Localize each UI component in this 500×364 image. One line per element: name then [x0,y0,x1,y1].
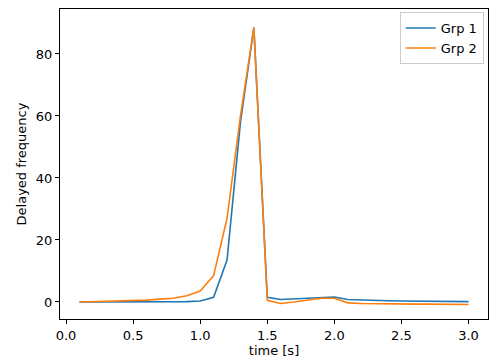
svg-text:80: 80 [36,47,53,62]
svg-text:40: 40 [36,171,53,186]
svg-text:1.5: 1.5 [257,328,278,343]
svg-text:1.0: 1.0 [190,328,211,343]
svg-text:0.0: 0.0 [56,328,77,343]
svg-text:0.5: 0.5 [123,328,144,343]
svg-text:3.0: 3.0 [458,328,479,343]
svg-text:60: 60 [36,109,53,124]
svg-text:0: 0 [44,295,52,310]
svg-text:20: 20 [36,233,53,248]
svg-text:2.5: 2.5 [391,328,412,343]
svg-text:2.0: 2.0 [324,328,345,343]
svg-text:Delayed frequency: Delayed frequency [14,102,29,225]
svg-text:Grp 1: Grp 1 [441,21,477,36]
svg-text:time [s]: time [s] [249,343,299,358]
svg-text:Grp 2: Grp 2 [441,41,477,56]
